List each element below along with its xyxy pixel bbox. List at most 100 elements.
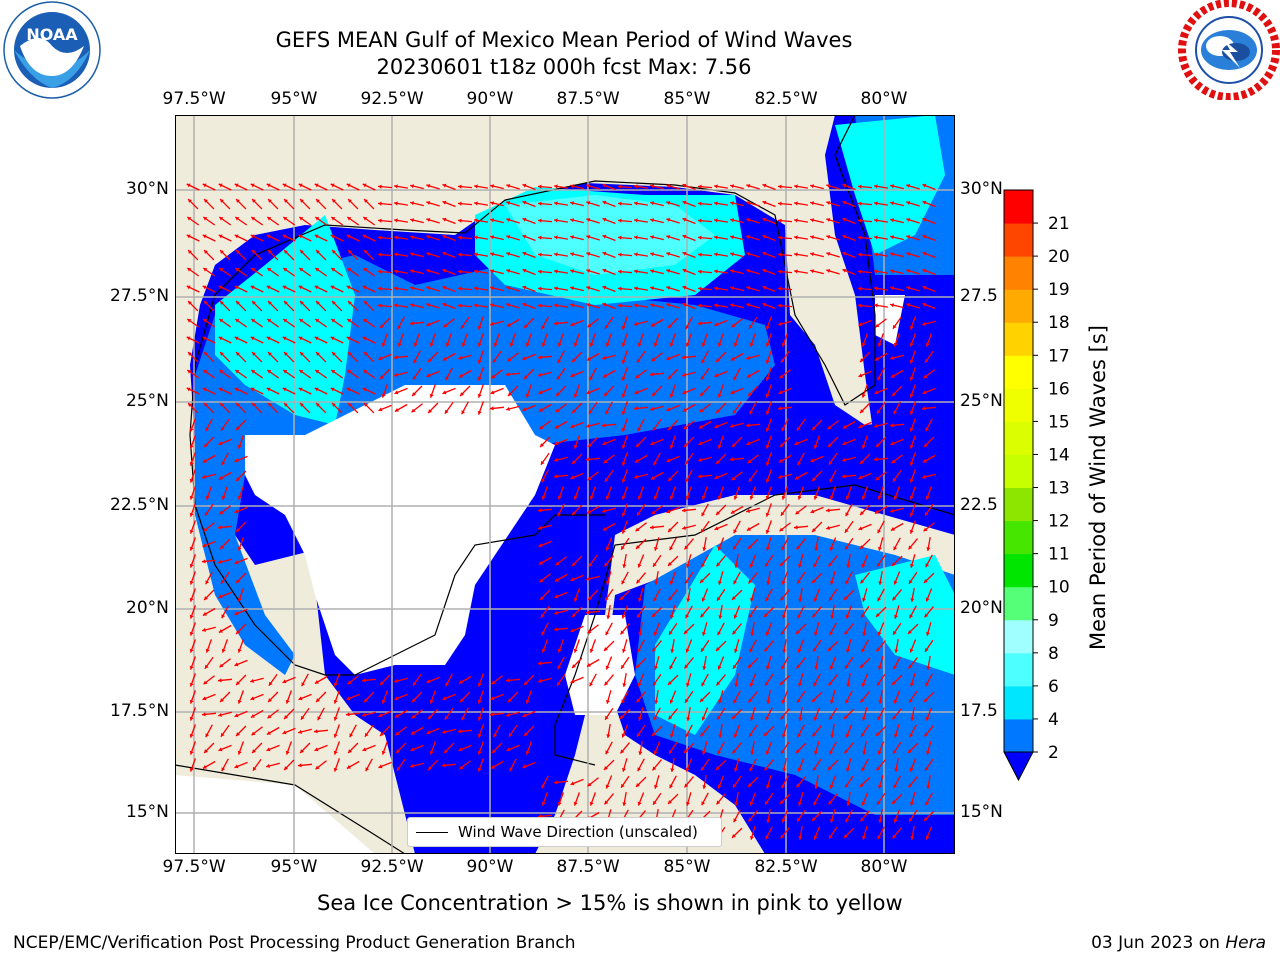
wave-arrow-head bbox=[698, 321, 702, 326]
wave-arrow-head bbox=[828, 562, 833, 567]
wave-arrow-head bbox=[586, 423, 590, 428]
wave-arrow-head bbox=[861, 648, 866, 653]
wave-arrow-head bbox=[668, 375, 672, 379]
wave-arrow-head bbox=[714, 373, 719, 378]
lon-tick-bottom: 95°W bbox=[270, 857, 318, 877]
wave-arrow-head bbox=[282, 183, 287, 188]
footer-host: Hera bbox=[1225, 933, 1266, 953]
wave-arrow-head bbox=[734, 802, 739, 806]
wave-arrow-head bbox=[236, 681, 240, 685]
wave-arrow-head bbox=[587, 476, 592, 481]
wave-arrow-head bbox=[732, 715, 736, 719]
wave-arrow-head bbox=[346, 387, 351, 392]
wave-arrow-head bbox=[749, 342, 754, 347]
wave-arrow-head bbox=[570, 679, 575, 684]
wave-arrow-head bbox=[780, 834, 785, 839]
wave-arrow-head bbox=[845, 495, 850, 500]
wave-arrow-head bbox=[538, 525, 542, 530]
wave-arrow-head bbox=[443, 323, 448, 328]
wave-arrow-head bbox=[220, 403, 224, 407]
wave-arrow-head bbox=[668, 715, 673, 720]
wave-arrow-head bbox=[220, 545, 224, 549]
wave-arrow-head bbox=[682, 200, 687, 205]
wave-arrow-head bbox=[316, 301, 320, 305]
no-data-region-campeche bbox=[245, 385, 555, 675]
wave-arrow-head bbox=[892, 681, 896, 685]
wave-arrow-head bbox=[522, 302, 527, 307]
wave-arrow-head bbox=[267, 714, 272, 719]
wave-arrow-head bbox=[876, 409, 881, 414]
wave-arrow-head bbox=[586, 252, 591, 256]
wave-arrow-head bbox=[236, 477, 240, 481]
wave-arrow-head bbox=[826, 184, 831, 188]
wave-arrow-head bbox=[877, 800, 881, 805]
wave-arrow-head bbox=[812, 817, 816, 821]
wave-arrow-head bbox=[781, 665, 786, 670]
wave-arrow-head bbox=[794, 476, 799, 480]
wave-arrow-head bbox=[410, 184, 414, 189]
wave-arrow-head bbox=[477, 410, 482, 415]
wave-arrow-head bbox=[826, 218, 831, 222]
wave-arrow-head bbox=[554, 627, 558, 632]
wave-arrow-head bbox=[556, 681, 561, 686]
wave-arrow-head bbox=[668, 324, 672, 328]
noaa-logo: NOAA bbox=[0, 0, 105, 102]
wave-arrow-head bbox=[766, 700, 771, 704]
wave-arrow-head bbox=[315, 217, 320, 221]
wave-arrow-head bbox=[701, 563, 706, 568]
wave-arrow-head bbox=[764, 613, 768, 617]
wave-arrow-head bbox=[798, 717, 803, 721]
wave-arrow-head bbox=[746, 527, 751, 531]
wave-arrow-head bbox=[442, 268, 447, 273]
wave-arrow-head bbox=[765, 800, 769, 805]
wave-arrow-head bbox=[682, 217, 687, 222]
wave-arrow-head bbox=[810, 252, 814, 257]
wave-arrow-head bbox=[845, 580, 850, 585]
wave-arrow-head bbox=[733, 342, 738, 347]
wave-arrow-head bbox=[765, 359, 770, 364]
wave-arrow-head bbox=[717, 750, 722, 755]
wave-arrow-head bbox=[362, 336, 367, 341]
wave-arrow-head bbox=[778, 459, 783, 463]
wave-arrow-head bbox=[237, 648, 242, 653]
wave-arrow-head bbox=[794, 269, 798, 274]
wave-arrow-head bbox=[622, 648, 626, 653]
wave-arrow-head bbox=[922, 321, 926, 326]
wave-arrow-head bbox=[652, 732, 656, 736]
wave-arrow-head bbox=[893, 665, 898, 670]
wave-arrow-head bbox=[730, 510, 735, 514]
lon-tick-top: 80°W bbox=[860, 89, 908, 109]
wave-arrow-head bbox=[698, 218, 702, 223]
wave-arrow-head bbox=[234, 611, 239, 616]
wave-arrow-head bbox=[363, 217, 368, 221]
wave-arrow-head bbox=[426, 286, 431, 290]
wave-arrow-head bbox=[364, 698, 368, 702]
wave-arrow-head bbox=[346, 336, 351, 341]
wave-arrow-head bbox=[557, 359, 562, 364]
wave-arrow-head bbox=[315, 319, 320, 323]
wave-arrow-head bbox=[219, 319, 224, 323]
wave-arrow-head bbox=[300, 715, 305, 720]
wave-arrow-head bbox=[666, 218, 671, 222]
wave-arrow-head bbox=[266, 763, 270, 768]
wave-arrow-head bbox=[685, 698, 689, 703]
wave-arrow-head bbox=[587, 323, 592, 328]
wave-arrow-head bbox=[922, 200, 927, 205]
wave-arrow-head bbox=[686, 717, 691, 721]
wave-arrow-head bbox=[666, 252, 671, 256]
wave-arrow-head bbox=[394, 408, 399, 412]
wave-arrow-head bbox=[314, 729, 318, 734]
wave-arrow-head bbox=[283, 268, 288, 272]
wave-arrow-head bbox=[444, 409, 449, 414]
wave-arrow-head bbox=[604, 647, 608, 651]
wave-arrow-head bbox=[618, 286, 622, 291]
wave-arrow-head bbox=[730, 184, 734, 189]
wave-arrow-head bbox=[666, 303, 671, 307]
wave-arrow-head bbox=[812, 528, 816, 532]
wave-arrow-head bbox=[570, 322, 575, 327]
wave-arrow-head bbox=[333, 767, 338, 772]
wave-arrow-head bbox=[604, 766, 608, 770]
wave-arrow-head bbox=[778, 303, 782, 308]
wave-arrow-head bbox=[506, 303, 511, 307]
wave-arrow-head bbox=[236, 403, 240, 407]
